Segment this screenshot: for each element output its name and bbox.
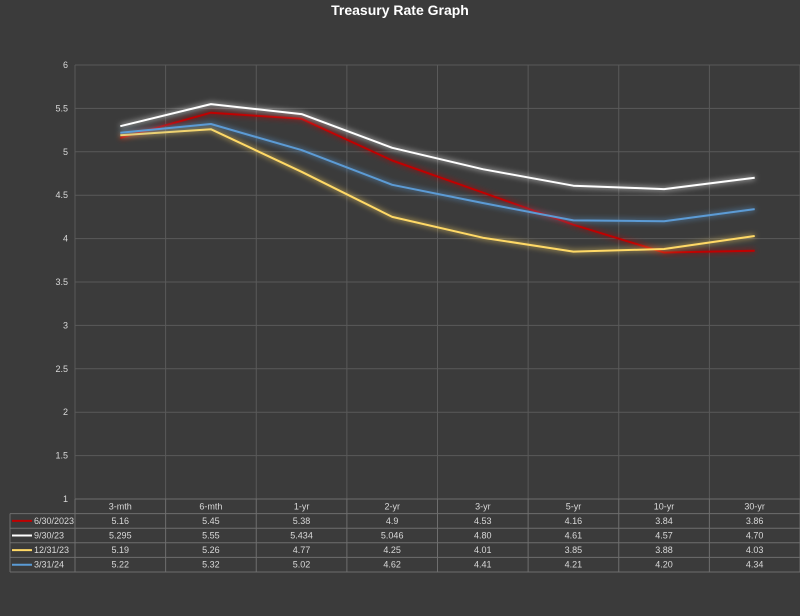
y-tick-label: 1	[63, 494, 68, 504]
table-value: 4.20	[655, 560, 673, 570]
y-tick-label: 4	[63, 234, 68, 244]
y-tick-label: 2	[63, 407, 68, 417]
table-value: 5.19	[112, 545, 130, 555]
table-value: 5.295	[109, 531, 132, 541]
table-value: 4.62	[383, 560, 401, 570]
table-value: 4.21	[565, 560, 583, 570]
table-value: 5.32	[202, 560, 220, 570]
table-value: 4.16	[565, 516, 583, 526]
table-value: 5.45	[202, 516, 220, 526]
series-line	[120, 123, 755, 223]
y-tick-label: 4.5	[55, 190, 68, 200]
series-line	[120, 111, 755, 254]
table-value: 3.85	[565, 545, 583, 555]
table-value: 4.41	[474, 560, 492, 570]
table-value: 4.80	[474, 531, 492, 541]
category-label: 30-yr	[744, 501, 765, 511]
series-lines	[120, 103, 755, 254]
table-value: 3.84	[655, 516, 673, 526]
legend-entry: 3/31/24	[34, 560, 64, 570]
category-label: 2-yr	[384, 501, 400, 511]
category-label: 3-yr	[475, 501, 491, 511]
table-value: 5.38	[293, 516, 311, 526]
table-value: 5.02	[293, 560, 311, 570]
table-value: 4.70	[746, 531, 764, 541]
table-value: 5.16	[112, 516, 130, 526]
table-value: 5.046	[381, 531, 404, 541]
gridlines	[74, 64, 800, 499]
table-value: 4.9	[386, 516, 399, 526]
category-label: 6-mth	[199, 501, 222, 511]
table-value: 4.61	[565, 531, 583, 541]
legend-entry: 12/31/23	[34, 545, 69, 555]
table-value: 5.26	[202, 545, 220, 555]
table-value: 4.25	[383, 545, 401, 555]
table-value: 4.03	[746, 545, 764, 555]
category-label: 5-yr	[566, 501, 582, 511]
category-label: 1-yr	[294, 501, 310, 511]
y-tick-label: 1.5	[55, 451, 68, 461]
table-value: 5.22	[112, 560, 130, 570]
table-value: 3.86	[746, 516, 764, 526]
table-value: 5.434	[290, 531, 313, 541]
table-value: 4.57	[655, 531, 673, 541]
data-table: 3-mth 6-mth 1-yr 2-yr 3-yr 5-yr 10-yr 30-yr 6/30…	[9, 498, 800, 573]
y-tick-label: 2.5	[55, 364, 68, 374]
table-value: 4.34	[746, 560, 764, 570]
legend-entry: 9/30/23	[34, 531, 64, 541]
category-label: 3-mth	[109, 501, 132, 511]
y-axis: 1 1.5 2 2.5 3 3.5 4 4.5 5 5.5 6	[55, 60, 68, 504]
y-tick-label: 3	[63, 320, 68, 330]
category-label: 10-yr	[654, 501, 675, 511]
y-tick-label: 6	[63, 60, 68, 70]
series-line	[120, 103, 755, 191]
series-line	[120, 128, 755, 253]
table-value: 4.01	[474, 545, 492, 555]
y-tick-label: 3.5	[55, 277, 68, 287]
table-value: 3.88	[655, 545, 673, 555]
y-tick-label: 5.5	[55, 103, 68, 113]
y-tick-label: 5	[63, 147, 68, 157]
table-value: 4.53	[474, 516, 492, 526]
table-value: 4.77	[293, 545, 311, 555]
legend-entry: 6/30/2023	[34, 516, 74, 526]
table-value: 5.55	[202, 531, 220, 541]
chart-title: Treasury Rate Graph	[331, 2, 469, 18]
